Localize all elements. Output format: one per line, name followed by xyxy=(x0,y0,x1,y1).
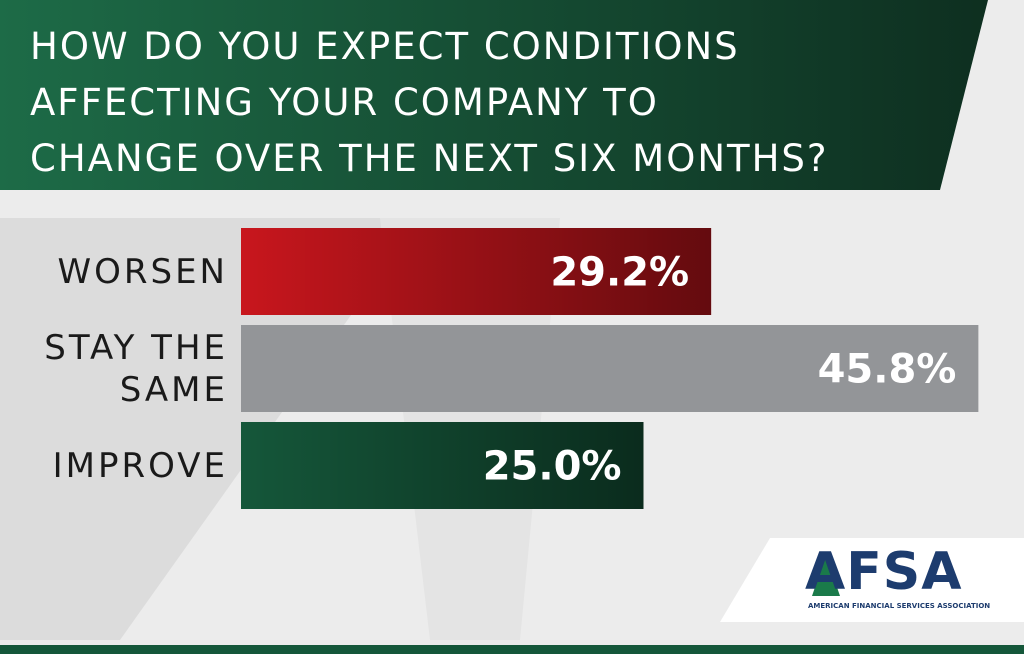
title-line: CHANGE OVER THE NEXT SIX MONTHS? xyxy=(30,137,829,180)
title-line: AFFECTING YOUR COMPANY TO xyxy=(30,81,659,124)
footer-strip xyxy=(0,645,1024,654)
category-label: WORSEN xyxy=(57,251,228,292)
bar-shade xyxy=(241,228,712,315)
category-label: IMPROVE xyxy=(52,445,228,486)
bar-shade xyxy=(241,422,644,509)
value-label: 45.8% xyxy=(818,347,957,393)
bg-shape xyxy=(0,218,420,640)
logo-text: AFSA xyxy=(805,542,963,602)
logo-panel xyxy=(720,538,1024,622)
value-label: 29.2% xyxy=(550,250,689,296)
category-label: STAY THE SAME xyxy=(44,327,228,410)
logo-subtitle: AMERICAN FINANCIAL SERVICES ASSOCIATION xyxy=(808,602,991,610)
title-line: HOW DO YOU EXPECT CONDITIONS xyxy=(30,25,740,68)
bar xyxy=(241,325,979,412)
value-label: 25.0% xyxy=(483,444,622,490)
title-banner xyxy=(0,0,988,190)
logo-mark xyxy=(812,555,840,596)
